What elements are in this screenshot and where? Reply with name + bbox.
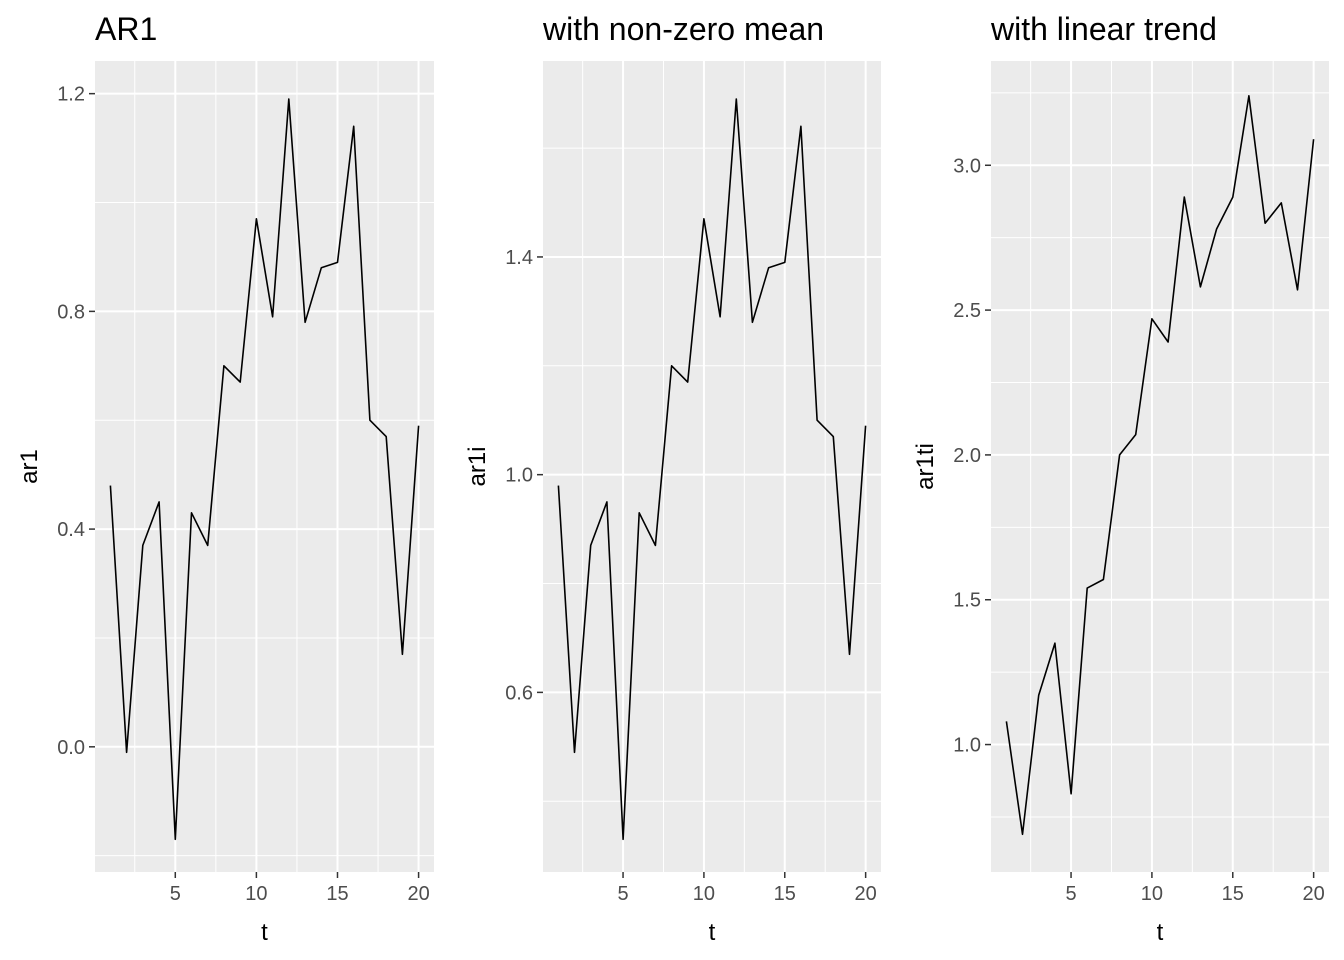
y-tick-label: 0.0 bbox=[57, 737, 85, 759]
x-tick-label: 5 bbox=[1065, 883, 1076, 905]
plot-background bbox=[543, 61, 881, 872]
panel-title: with linear trend bbox=[990, 11, 1217, 47]
panel-ar1i: 5 10 15 20 0.6 1.0 1.4 with non-zero mean t a… bbox=[464, 11, 881, 946]
major-gridlines bbox=[991, 61, 1329, 872]
series-line bbox=[1005, 95, 1315, 836]
minor-gridlines bbox=[95, 61, 434, 872]
series-line bbox=[109, 98, 420, 841]
x-axis-ticks: 5 10 15 20 bbox=[170, 872, 430, 905]
major-gridlines bbox=[95, 61, 434, 872]
panel-title: AR1 bbox=[95, 11, 157, 47]
y-tick-label: 0.6 bbox=[505, 682, 533, 704]
panel-ar1: 5 10 15 20 0.0 0.4 0.8 1.2 AR1 t ar1 bbox=[16, 11, 434, 946]
x-tick-label: 20 bbox=[855, 883, 877, 905]
y-axis-title: ar1i bbox=[464, 446, 491, 486]
y-axis-title: ar1ti bbox=[912, 443, 939, 490]
y-tick-label: 1.4 bbox=[505, 247, 533, 269]
y-axis-ticks: 0.6 1.0 1.4 bbox=[505, 247, 543, 704]
y-tick-label: 0.8 bbox=[57, 301, 85, 323]
series-line bbox=[557, 98, 867, 841]
y-tick-label: 3.0 bbox=[953, 155, 981, 177]
x-axis-title: t bbox=[1157, 919, 1164, 946]
x-axis-title: t bbox=[261, 919, 268, 946]
y-tick-label: 0.4 bbox=[57, 519, 85, 541]
y-tick-label: 2.5 bbox=[953, 300, 981, 322]
plot-background bbox=[991, 61, 1329, 872]
panel-title: with non-zero mean bbox=[542, 11, 824, 47]
minor-gridlines bbox=[991, 61, 1329, 872]
x-tick-label: 5 bbox=[170, 883, 181, 905]
x-tick-label: 5 bbox=[617, 883, 628, 905]
x-tick-label: 20 bbox=[1303, 883, 1325, 905]
panel-ar1ti: 5 10 15 20 1.0 1.5 2.0 2.5 3.0 with linear tren… bbox=[912, 11, 1329, 946]
minor-gridlines bbox=[543, 61, 881, 872]
x-tick-label: 20 bbox=[407, 883, 429, 905]
y-axis-title: ar1 bbox=[16, 449, 43, 484]
x-tick-label: 15 bbox=[1222, 883, 1244, 905]
y-tick-label: 1.0 bbox=[505, 465, 533, 487]
y-tick-label: 1.0 bbox=[953, 735, 981, 757]
x-tick-label: 10 bbox=[1141, 883, 1163, 905]
x-tick-label: 15 bbox=[774, 883, 796, 905]
y-tick-label: 1.2 bbox=[57, 84, 85, 106]
y-axis-ticks: 1.0 1.5 2.0 2.5 3.0 bbox=[953, 155, 991, 757]
x-tick-label: 10 bbox=[693, 883, 715, 905]
plot-background bbox=[95, 61, 434, 872]
major-gridlines bbox=[543, 61, 881, 872]
x-tick-label: 10 bbox=[245, 883, 267, 905]
x-axis-ticks: 5 10 15 20 bbox=[617, 872, 877, 905]
x-axis-title: t bbox=[709, 919, 716, 946]
x-tick-label: 15 bbox=[326, 883, 348, 905]
y-axis-ticks: 0.0 0.4 0.8 1.2 bbox=[57, 84, 95, 759]
x-axis-ticks: 5 10 15 20 bbox=[1065, 872, 1325, 905]
y-tick-label: 2.0 bbox=[953, 445, 981, 467]
y-tick-label: 1.5 bbox=[953, 590, 981, 612]
